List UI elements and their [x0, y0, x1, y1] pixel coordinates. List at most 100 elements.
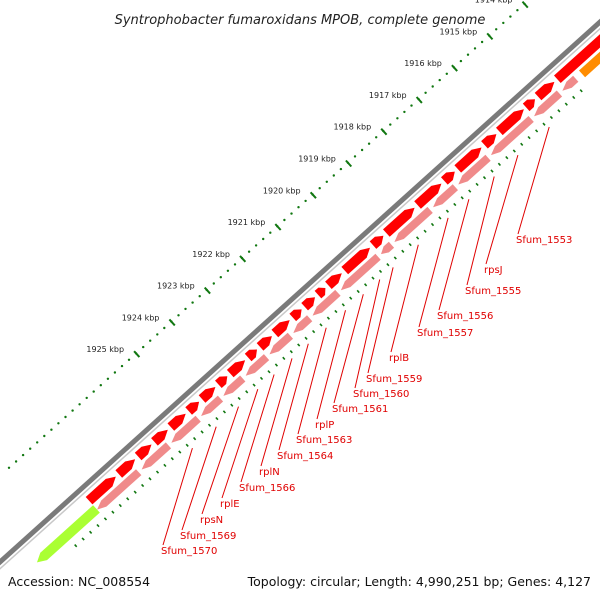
scale-dot [64, 415, 67, 419]
reverse-gene-arrow [381, 241, 395, 255]
scale-dot [78, 403, 81, 406]
scale-dot [219, 276, 222, 279]
inner-tick [155, 470, 160, 474]
inner-tick [401, 249, 405, 253]
scale-tick [239, 255, 247, 263]
inner-tick [430, 222, 435, 227]
scale-tick-label: 1921 kbp [228, 218, 266, 227]
gene-label-sfum_1559: Sfum_1559 [366, 374, 422, 385]
inner-tick [267, 370, 271, 374]
scale-dot [85, 396, 88, 400]
scale-tick [486, 32, 494, 41]
scale-dot [360, 148, 364, 152]
label-leader-line [390, 244, 419, 353]
inner-tick [415, 236, 420, 240]
scale-dot [424, 91, 427, 95]
scale-ticks: 1914 kbp 1915 kbp 1916 kbp 1917 kbp 1918 kbp… [86, 0, 529, 358]
forward-gene-arrow [226, 360, 246, 378]
inner-tick [215, 416, 219, 421]
inner-tick [185, 443, 189, 447]
scale-dot [163, 326, 166, 330]
inner-tick [326, 316, 330, 320]
scale-dot [233, 263, 237, 266]
inner-tick [386, 263, 390, 267]
reverse-gene-arrow [340, 253, 381, 291]
scale-dot [304, 199, 307, 203]
label-leader-line [316, 310, 346, 420]
inner-tick [178, 450, 182, 454]
reverse-gene-arrow [562, 75, 579, 91]
inner-tick [542, 122, 546, 126]
inner-tick [334, 309, 338, 314]
scale-dot [226, 269, 230, 272]
inner-tick [282, 356, 286, 361]
scale-dot [247, 250, 251, 253]
backbone-line [0, 18, 600, 566]
inner-tick [81, 537, 85, 541]
inner-tick [89, 530, 93, 534]
scale-dot [403, 110, 406, 114]
inner-tick [103, 517, 108, 521]
label-leader-line [181, 426, 217, 531]
gene-label-sfum_1555: Sfum_1555 [465, 286, 521, 297]
reverse-gene-arrow [312, 289, 341, 316]
forward-gene-arrow [151, 429, 168, 446]
scale-dot [212, 282, 215, 285]
gene-label-sfum_1563: Sfum_1563 [296, 435, 352, 446]
scale-dot [120, 364, 124, 368]
inner-tick [572, 95, 576, 100]
forward-gene-arrow [522, 99, 535, 112]
scale-dot [50, 428, 53, 431]
forward-gene-arrow [454, 147, 482, 173]
forward-gene-arrow [85, 476, 116, 505]
gene-label-sfum_1569: Sfum_1569 [180, 531, 236, 542]
scale-dot [29, 447, 32, 450]
forward-gene-arrow [496, 109, 524, 136]
scale-tick [415, 96, 423, 104]
inner-tick [564, 102, 568, 106]
inner-tick [341, 303, 345, 307]
scale-dot [290, 212, 293, 215]
inner-tick [535, 129, 539, 133]
inner-tick [453, 202, 457, 207]
inner-tick [222, 410, 226, 414]
scale-dot [184, 307, 187, 311]
inner-tick [497, 162, 502, 167]
inner-tick [445, 209, 449, 213]
highlighted-gene-arrow [579, 51, 600, 78]
reverse-gene-arrow [171, 415, 201, 443]
label-leader-line [278, 343, 309, 451]
inner-dotted-arc [74, 89, 583, 548]
gene-label-sfum_1570: Sfum_1570 [161, 546, 217, 557]
inner-tick [274, 363, 279, 367]
scale-dot [318, 187, 321, 190]
gene-label-sfum_1561: Sfum_1561 [332, 404, 388, 415]
label-leader-line [162, 447, 193, 546]
scale-dot [198, 295, 201, 298]
inner-tick [356, 289, 360, 294]
forward-gene-arrow [301, 297, 315, 311]
label-leader-line [367, 267, 394, 374]
gene-label-rpsj: rpsJ [484, 265, 503, 276]
inner-tick [579, 89, 583, 93]
scale-dotted-arc [7, 2, 526, 469]
scale-dot [495, 28, 498, 31]
inner-tick [482, 176, 487, 180]
inner-tick [475, 182, 479, 187]
scale-dot [410, 104, 413, 107]
inner-tick [192, 436, 197, 441]
gene-label-rpln: rplN [259, 467, 280, 478]
scale-dot [142, 345, 145, 349]
inner-tick [237, 396, 241, 401]
inner-tick [289, 350, 293, 354]
scale-dot [438, 78, 441, 82]
forward-gene-arrow [244, 349, 257, 362]
scale-tick-label: 1919 kbp [298, 155, 336, 164]
scale-dot [43, 434, 46, 438]
label-leader-line [297, 327, 327, 435]
scale-dot [71, 409, 74, 412]
label-leader-line [466, 176, 495, 286]
inner-tick [259, 376, 264, 381]
inner-tick [126, 497, 130, 501]
